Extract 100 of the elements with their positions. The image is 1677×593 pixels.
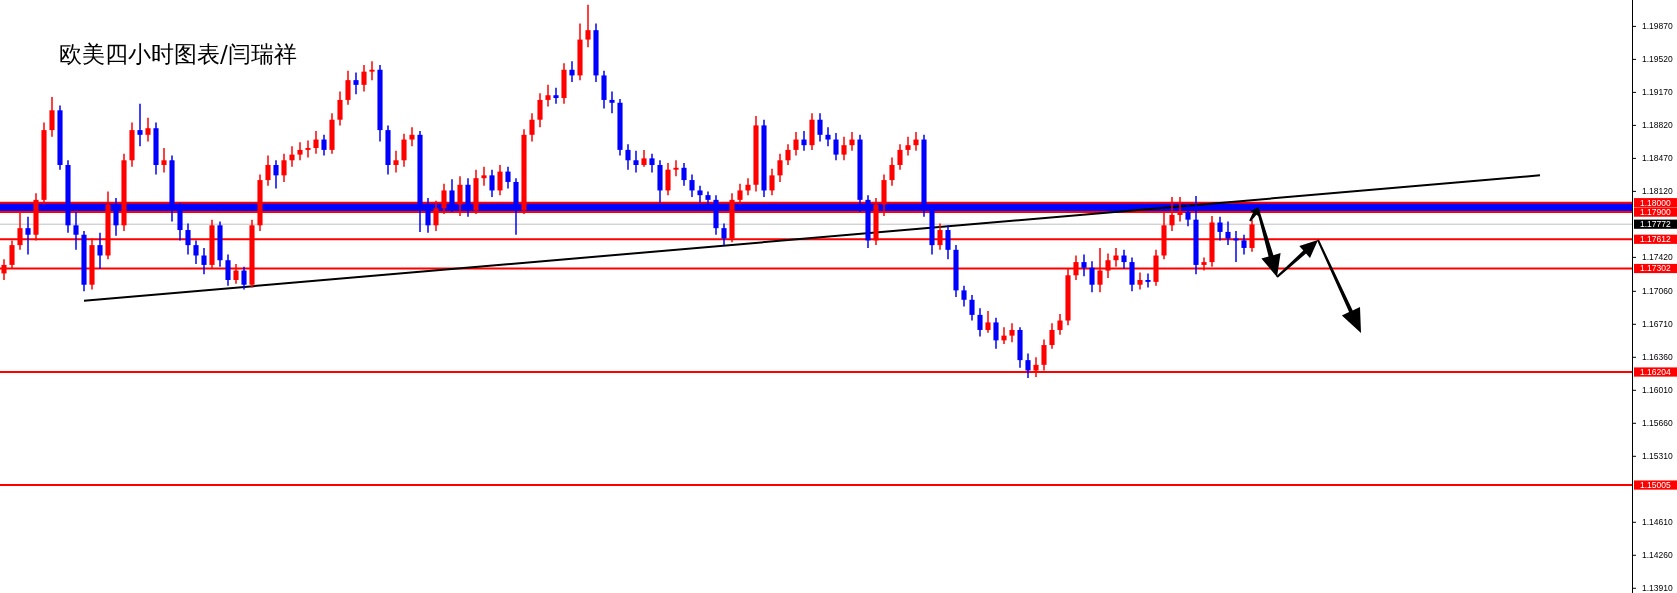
ref-line-label: 1.17900 [1640,207,1671,218]
candlestick [1089,260,1095,294]
candlestick [585,3,591,48]
candlestick [889,156,895,187]
candlestick [609,90,615,114]
ref-line-label: 1.17302 [1640,263,1671,274]
candlestick [961,284,967,308]
candlestick [361,64,367,93]
candlestick [497,164,503,196]
candlestick [665,162,671,196]
ref-line-label: 1.16204 [1640,367,1671,378]
candlestick [273,159,279,190]
candlestick [137,102,143,147]
candlestick [145,117,151,143]
candlestick [353,71,359,96]
candlestick [945,224,951,261]
candlestick [337,90,343,127]
y-tick-label: 1.18820 [1642,120,1673,131]
ref-line-label: 1.18000 [1640,197,1671,208]
candlestick [681,162,687,187]
candlestick [985,310,991,334]
candlestick [569,60,575,83]
candlestick [401,133,407,168]
candlestick [897,143,903,171]
candlestick [297,141,303,162]
candlestick [817,112,823,143]
ref-line-label: 1.17772 [1640,219,1671,230]
candlestick [721,222,727,246]
candlestick [1081,253,1087,277]
y-tick-label: 1.16360 [1642,352,1673,363]
candlestick [1009,322,1015,343]
candlestick [185,222,191,256]
candlestick [201,247,207,276]
candlestick [161,147,167,174]
candlestick [265,154,271,187]
candlestick [241,266,247,291]
candlestick [1025,352,1031,379]
candlestick [1049,322,1055,350]
y-tick-label: 1.19520 [1642,54,1673,65]
y-tick-label: 1.15310 [1642,451,1673,462]
y-tick-label: 1.14610 [1642,517,1673,528]
candlestick [393,150,399,174]
candlestick [1001,326,1007,345]
candlestick [313,130,319,155]
y-tick-label: 1.15660 [1642,418,1673,429]
candlestick [1241,234,1247,256]
candlestick [1121,249,1127,270]
y-tick-label: 1.14260 [1642,550,1673,561]
candlestick [913,131,919,152]
candlestick [769,168,775,196]
candlestick [1225,220,1231,246]
candlestick [785,143,791,166]
y-tick-label: 1.17420 [1642,252,1673,263]
y-tick-label: 1.19870 [1642,21,1673,32]
candlestick [905,135,911,157]
candlestick [193,239,199,265]
candlestick [225,253,231,287]
candlestick [833,132,839,162]
candlestick [801,130,807,152]
candlestick [505,166,511,190]
candlestick [321,134,327,157]
candlestick [993,316,999,350]
candlestick [489,168,495,198]
y-tick-label: 1.17060 [1642,286,1673,297]
candlestick [969,294,975,322]
y-tick-label: 1.18120 [1642,186,1673,197]
candlestick [305,139,311,159]
candlestick [777,152,783,183]
candlestick [793,131,799,157]
candlestick [545,84,551,108]
candlestick [25,216,31,256]
candlestick [841,135,847,162]
y-tick-label: 1.13910 [1642,583,1673,593]
candlestick [537,92,543,129]
candlestick [369,60,375,81]
candlestick [529,112,535,143]
ref-line-label: 1.17612 [1640,234,1671,245]
candlestick [49,96,55,138]
candlestick [1145,272,1151,289]
candlestick [849,131,855,152]
ref-line-label: 1.15005 [1640,480,1671,491]
candlestick [745,177,751,196]
candlestick [289,145,295,168]
candlestick [825,126,831,147]
candlestick [673,159,679,178]
y-tick-label: 1.19170 [1642,87,1673,98]
candlestick [1129,256,1135,293]
candlestick [625,143,631,171]
candlestick [689,173,695,198]
y-tick-label: 1.16010 [1642,385,1673,396]
candlestick [409,126,415,147]
candlestick [1137,271,1143,291]
candlestick [977,307,983,338]
candlestick [1217,216,1223,242]
candlestick [345,69,351,106]
text: 欧美四小时图表/闫瑞祥 [59,41,297,67]
y-tick-label: 1.16710 [1642,319,1673,330]
candlestick [633,150,639,174]
candlestick [281,152,287,183]
candlestick [481,166,487,187]
